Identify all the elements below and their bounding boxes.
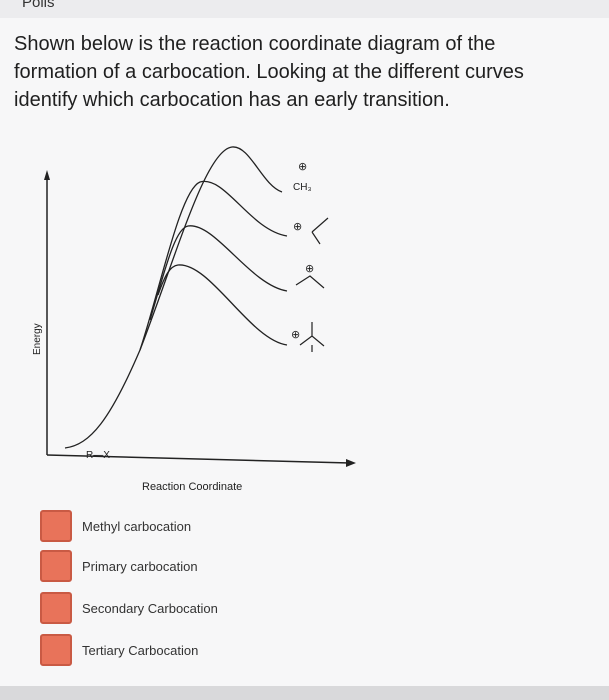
charge: ⊕ <box>291 329 300 341</box>
y-arrow <box>44 170 50 180</box>
primary-curve <box>139 180 288 351</box>
option: Methyl carbocation <box>40 510 191 542</box>
structures <box>295 217 329 352</box>
option-checkbox[interactable] <box>40 510 72 542</box>
charge: ⊕ <box>298 161 307 173</box>
option: Primary carbocation <box>40 550 198 582</box>
methyl-curve <box>64 146 283 449</box>
option-checkbox[interactable] <box>40 592 72 624</box>
header: Polls <box>0 0 609 18</box>
tertiary-curve <box>157 264 288 346</box>
primary-structure <box>311 217 329 245</box>
curves <box>64 146 288 449</box>
question-card <box>0 18 609 686</box>
option-label: Primary carbocation <box>82 558 198 574</box>
charge: ⊕ <box>305 263 314 275</box>
option: Tertiary Carbocation <box>40 634 198 666</box>
y-axis-label: Energy <box>32 323 43 355</box>
tertiary-structure <box>299 322 325 352</box>
x-axis <box>46 454 351 464</box>
option-label: Methyl carbocation <box>82 518 192 534</box>
option-checkbox[interactable] <box>40 550 72 582</box>
option: Secondary Carbocation <box>40 592 218 624</box>
methyl-label: CH₃ <box>293 182 312 193</box>
reactant-label: R—X <box>86 450 110 461</box>
x-arrow <box>346 459 356 467</box>
secondary-curve <box>149 225 288 321</box>
option-checkbox[interactable] <box>40 634 72 666</box>
header-title: Polls <box>22 0 55 11</box>
secondary-structure <box>295 275 325 289</box>
charge: ⊕ <box>293 221 302 233</box>
x-axis-label: Reaction Coordinate <box>142 481 242 493</box>
option-label: Tertiary Carbocation <box>82 642 199 658</box>
option-label: Secondary Carbocation <box>82 600 218 616</box>
question-text: Shown below is the reaction coordinate d… <box>14 33 524 111</box>
